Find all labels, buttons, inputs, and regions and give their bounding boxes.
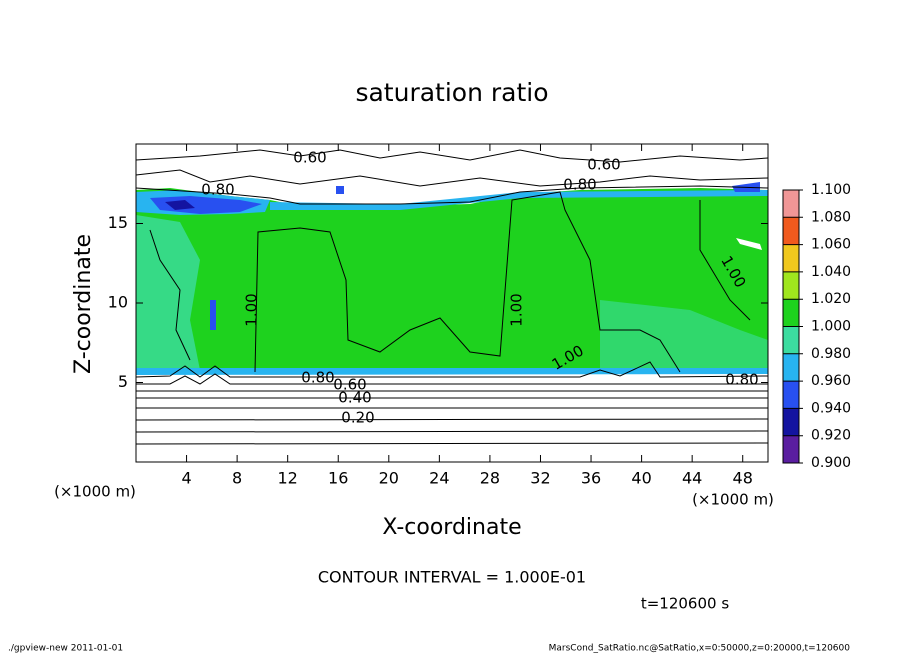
y-unit: (×1000 m) — [54, 483, 136, 501]
footer-left: ./gpview-new 2011-01-01 — [8, 644, 123, 654]
contour-label: 0.60 — [587, 156, 620, 174]
contour-line — [135, 430, 769, 433]
contour-label: 0.80 — [563, 176, 596, 194]
colorbar-cell — [783, 435, 799, 463]
field-fill — [336, 186, 344, 194]
colorbar-label: 0.900 — [811, 455, 851, 471]
colorbar-label: 1.080 — [811, 209, 851, 225]
colorbar-label: 1.040 — [811, 264, 851, 280]
x-tick-label: 20 — [379, 469, 399, 488]
field-fill — [136, 368, 768, 375]
contour-line — [135, 169, 769, 187]
contour-line — [149, 229, 191, 361]
colorbar-label: 0.920 — [811, 428, 851, 444]
contour-line — [135, 185, 769, 205]
x-tick-label: 48 — [733, 469, 753, 488]
colorbar-label: 0.980 — [811, 346, 851, 362]
x-unit: (×1000 m) — [692, 491, 774, 509]
colorbar-label: 1.100 — [811, 182, 851, 198]
contour-line — [136, 373, 768, 385]
contour-label: 1.00 — [243, 293, 261, 326]
x-tick-label: 28 — [480, 469, 500, 488]
x-tick-label: 36 — [581, 469, 601, 488]
y-tick-label: 15 — [108, 213, 128, 232]
contour-label: 0.80 — [725, 371, 758, 389]
colorbar-label: 0.940 — [811, 400, 851, 416]
colorbar-cell — [783, 326, 799, 354]
colorbar-cell — [783, 408, 799, 436]
y-axis-label: Z-coordinate — [71, 234, 96, 374]
y-tick-label: 5 — [118, 372, 128, 391]
contour-label: 1.00 — [508, 293, 526, 326]
contour-interval: CONTOUR INTERVAL = 1.000E-01 — [318, 568, 586, 587]
field — [135, 149, 769, 445]
contour-label: 0.40 — [338, 389, 371, 407]
x-tick-label: 24 — [429, 469, 449, 488]
colorbar-label: 0.960 — [811, 373, 851, 389]
colorbar-cell — [783, 271, 799, 300]
contour-line — [135, 418, 769, 421]
contour-line — [135, 361, 769, 378]
colorbar-cell — [783, 190, 799, 218]
contour-label: 0.80 — [301, 369, 334, 387]
contour-label: 0.60 — [333, 376, 366, 394]
field-fill — [270, 190, 768, 210]
colorbar-cell — [783, 299, 799, 327]
field-fill — [210, 300, 216, 330]
contour-label: 0.80 — [201, 181, 234, 199]
contour-line — [699, 200, 751, 321]
contour-label: 0.20 — [341, 409, 374, 427]
y-tick-label: 10 — [108, 293, 128, 312]
contour-line — [254, 191, 681, 373]
field-fill — [600, 300, 768, 372]
x-tick-label: 16 — [328, 469, 348, 488]
colorbar-cell — [783, 381, 799, 409]
field-fill — [736, 238, 762, 250]
colorbar-label: 1.020 — [811, 291, 851, 307]
time-label: t=120600 s — [641, 595, 729, 613]
contour-line — [135, 149, 769, 163]
x-tick-label: 44 — [682, 469, 702, 488]
chart-title: saturation ratio — [355, 78, 548, 107]
footer-right: MarsCond_SatRatio.nc@SatRatio,x=0:50000,… — [549, 644, 851, 654]
colorbar-cell — [783, 353, 799, 382]
colorbar-cell — [783, 217, 799, 245]
x-tick-label: 8 — [232, 469, 242, 488]
colorbar-label: 1.000 — [811, 319, 851, 335]
x-axis-label: X-coordinate — [382, 515, 521, 540]
contour-label: 0.60 — [293, 149, 326, 167]
x-tick-label: 12 — [278, 469, 298, 488]
x-tick-label: 4 — [181, 469, 191, 488]
x-tick-label: 32 — [530, 469, 550, 488]
colorbar-cell — [783, 244, 799, 272]
field-fill — [136, 215, 200, 372]
colorbar-label: 1.060 — [811, 237, 851, 253]
field-fill — [165, 200, 195, 210]
contour-line — [135, 442, 769, 445]
x-tick-label: 40 — [631, 469, 651, 488]
